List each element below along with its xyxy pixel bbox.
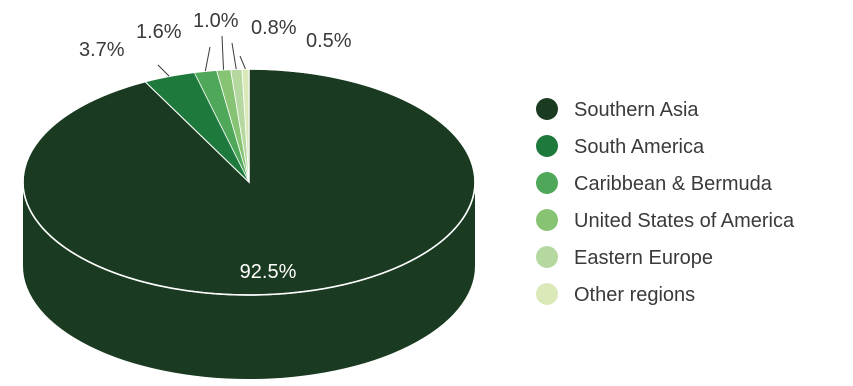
legend: Southern Asia South America Caribbean & Be… (536, 98, 795, 306)
leader-line-other-regions (239, 55, 246, 70)
legend-label-eastern-europe: Eastern Europe (574, 247, 713, 269)
legend-swatch-other-regions (536, 283, 558, 305)
leader-line-united-states-of-america (221, 35, 225, 70)
leader-line-caribbean-bermuda (204, 46, 211, 72)
data-label-southern-asia: 92.5% (240, 261, 297, 283)
data-label-eastern-europe: 0.8% (251, 17, 297, 39)
legend-label-united-states-of-america: United States of America (574, 210, 795, 232)
legend-swatch-united-states-of-america (536, 209, 558, 231)
pie-side (23, 182, 475, 379)
legend-swatch-southern-asia (536, 98, 558, 120)
legend-label-southern-asia: Southern Asia (574, 99, 699, 121)
pie-side-wall (23, 182, 475, 379)
leader-lines (157, 35, 246, 77)
legend-swatch-caribbean-bermuda (536, 172, 558, 194)
legend-label-other-regions: Other regions (574, 284, 695, 306)
data-label-other-regions: 0.5% (306, 30, 352, 52)
data-label-south-america: 3.7% (79, 39, 125, 61)
legend-label-caribbean-bermuda: Caribbean & Bermuda (574, 173, 773, 195)
data-label-caribbean-bermuda: 1.6% (136, 21, 182, 43)
legend-swatch-eastern-europe (536, 246, 558, 268)
legend-label-south-america: South America (574, 136, 705, 158)
data-labels: 92.5% 3.7% 1.6% 1.0% 0.8% 0.5% (79, 10, 352, 283)
leader-line-south-america (157, 64, 170, 77)
data-label-united-states-of-america: 1.0% (193, 10, 239, 32)
legend-swatch-south-america (536, 135, 558, 157)
pie-top (22, 68, 476, 296)
pie-top-rim (22, 68, 476, 296)
leader-line-eastern-europe (231, 42, 237, 70)
